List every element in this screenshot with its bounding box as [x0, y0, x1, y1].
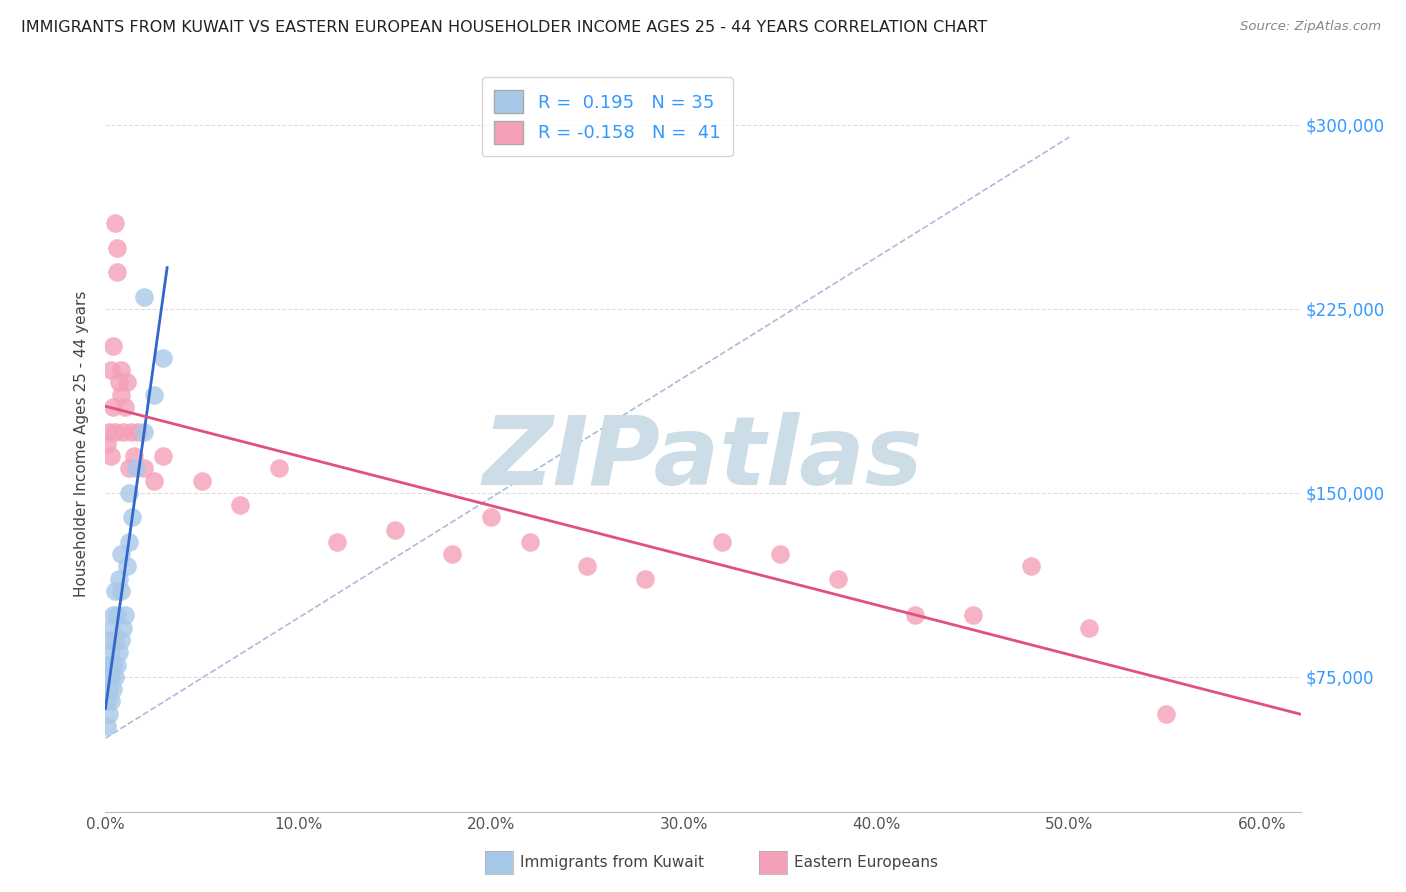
- Point: [132, 289, 155, 303]
- Point: [104, 425, 127, 439]
- Point: [519, 534, 541, 549]
- Text: IMMIGRANTS FROM KUWAIT VS EASTERN EUROPEAN HOUSEHOLDER INCOME AGES 25 - 44 YEARS: IMMIGRANTS FROM KUWAIT VS EASTERN EUROPE…: [21, 20, 987, 35]
- Point: [127, 425, 149, 439]
- Point: [101, 657, 124, 672]
- Point: [115, 559, 138, 574]
- Point: [114, 400, 136, 414]
- Point: [111, 621, 134, 635]
- Point: [98, 425, 121, 439]
- Point: [117, 485, 139, 500]
- Point: [711, 534, 734, 549]
- Point: [101, 400, 124, 414]
- Point: [105, 657, 128, 672]
- Point: [125, 461, 148, 475]
- Point: [96, 436, 118, 450]
- Point: [98, 681, 121, 696]
- Point: [101, 608, 124, 623]
- Point: [96, 670, 118, 684]
- Point: [117, 461, 139, 475]
- Point: [1019, 559, 1042, 574]
- Point: [769, 547, 792, 561]
- Point: [104, 633, 127, 648]
- Point: [110, 633, 132, 648]
- Point: [142, 387, 165, 401]
- Point: [191, 474, 214, 488]
- Point: [152, 449, 174, 463]
- Point: [108, 572, 131, 586]
- Point: [100, 670, 122, 684]
- Point: [121, 510, 143, 524]
- Point: [132, 425, 155, 439]
- Point: [98, 657, 121, 672]
- Point: [962, 608, 984, 623]
- Point: [114, 608, 136, 623]
- Point: [634, 572, 657, 586]
- Text: ZIPatlas: ZIPatlas: [482, 412, 924, 505]
- Point: [110, 547, 132, 561]
- Point: [115, 376, 138, 390]
- Point: [441, 547, 464, 561]
- Point: [108, 376, 131, 390]
- Point: [384, 523, 406, 537]
- Point: [132, 461, 155, 475]
- Point: [100, 449, 122, 463]
- Point: [96, 694, 118, 708]
- Point: [111, 425, 134, 439]
- Point: [267, 461, 290, 475]
- Text: Eastern Europeans: Eastern Europeans: [794, 855, 938, 870]
- Point: [100, 694, 122, 708]
- Point: [108, 645, 131, 659]
- Point: [479, 510, 502, 524]
- Point: [105, 608, 128, 623]
- Point: [827, 572, 849, 586]
- Point: [120, 425, 142, 439]
- Point: [100, 645, 122, 659]
- Point: [104, 670, 127, 684]
- Point: [104, 583, 127, 598]
- Point: [904, 608, 927, 623]
- Point: [576, 559, 599, 574]
- Point: [110, 583, 132, 598]
- Y-axis label: Householder Income Ages 25 - 44 years: Householder Income Ages 25 - 44 years: [75, 291, 90, 597]
- Point: [1077, 621, 1099, 635]
- Point: [326, 534, 349, 549]
- Point: [98, 706, 121, 721]
- Point: [100, 363, 122, 377]
- Point: [104, 216, 127, 230]
- Point: [101, 338, 124, 352]
- Text: Source: ZipAtlas.com: Source: ZipAtlas.com: [1240, 20, 1381, 33]
- Text: Immigrants from Kuwait: Immigrants from Kuwait: [520, 855, 704, 870]
- Point: [96, 719, 118, 733]
- Legend: R =  0.195   N = 35, R = -0.158   N =  41: R = 0.195 N = 35, R = -0.158 N = 41: [482, 78, 733, 156]
- Point: [105, 240, 128, 255]
- Point: [229, 498, 252, 512]
- Point: [105, 265, 128, 279]
- Point: [152, 351, 174, 365]
- Point: [101, 681, 124, 696]
- Point: [110, 363, 132, 377]
- Point: [142, 474, 165, 488]
- Point: [124, 449, 146, 463]
- Point: [1154, 706, 1177, 721]
- Point: [117, 534, 139, 549]
- Point: [98, 633, 121, 648]
- Point: [110, 387, 132, 401]
- Point: [100, 621, 122, 635]
